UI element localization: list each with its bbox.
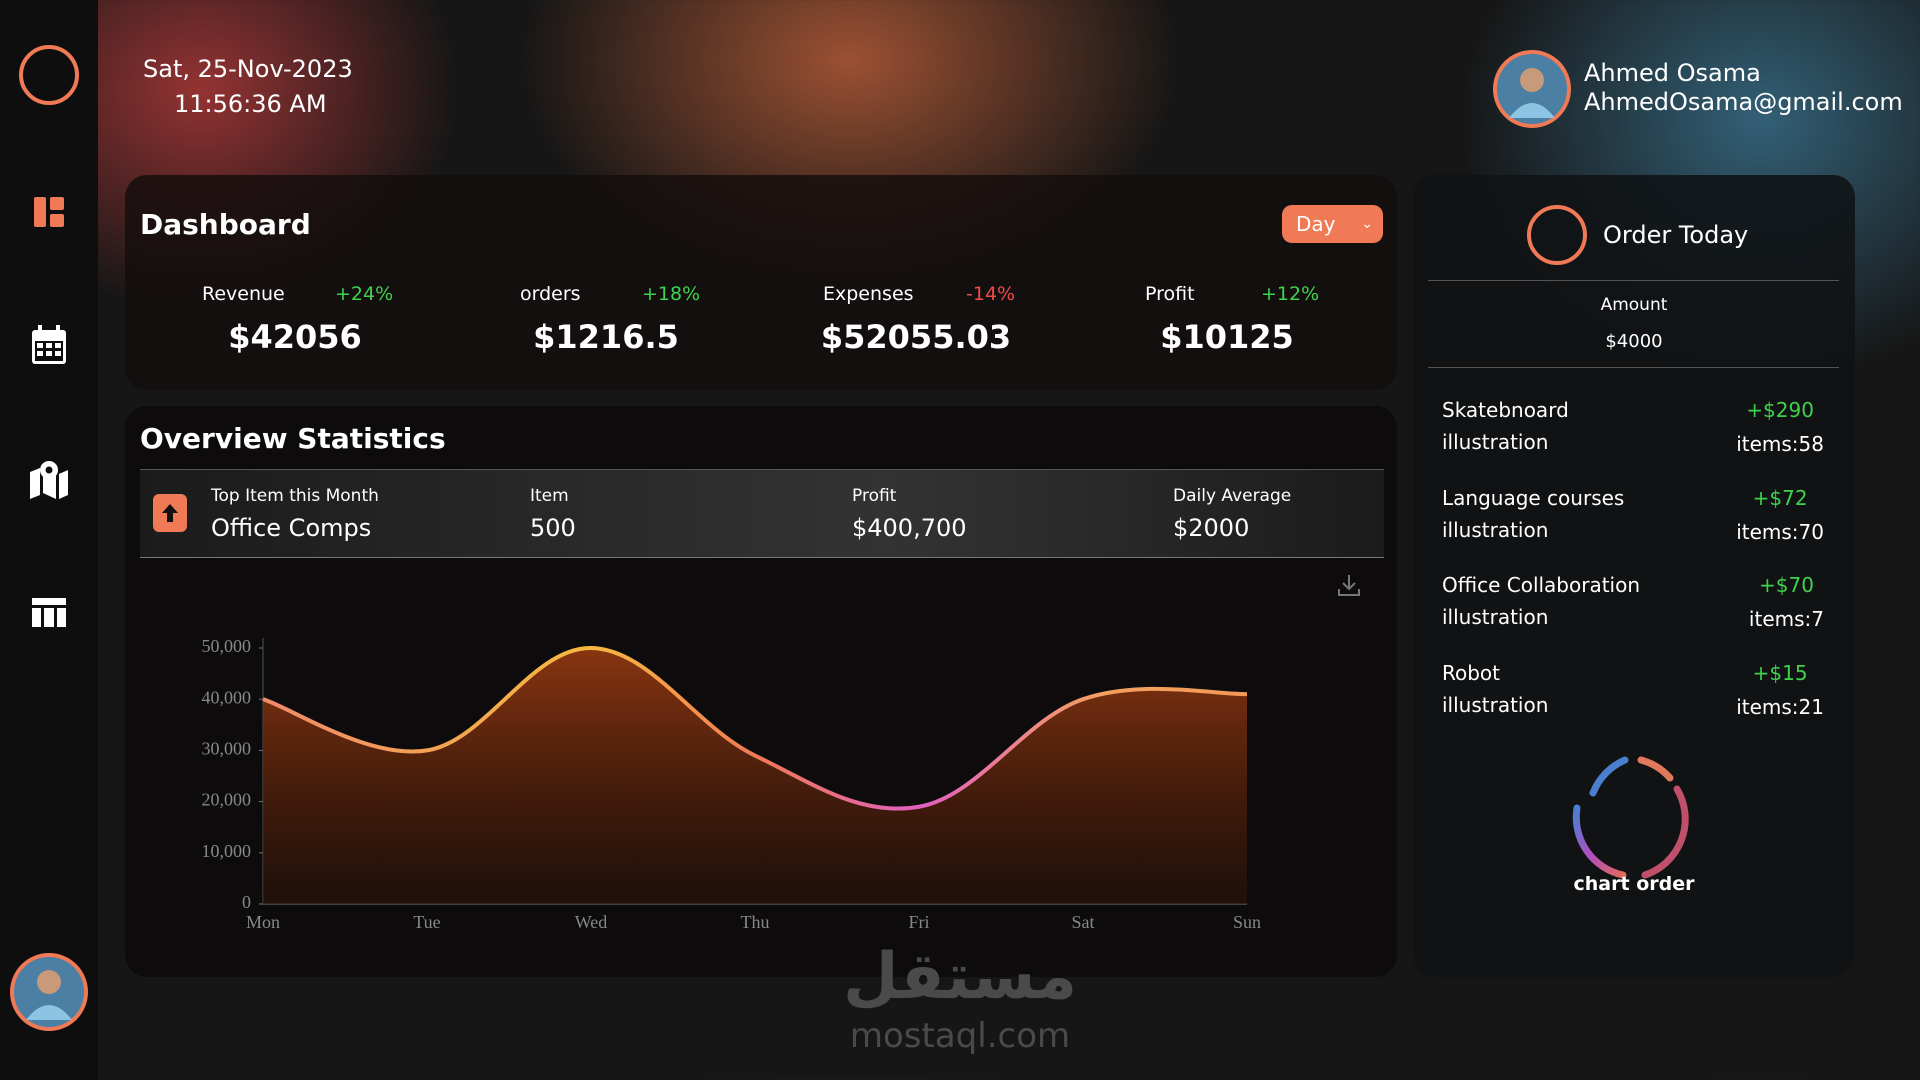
order-ring	[1527, 205, 1587, 265]
x-tick-label: Wed	[575, 912, 608, 932]
order-sub: illustration	[1442, 692, 1549, 717]
amount-label: Amount	[1600, 295, 1668, 315]
area	[263, 647, 1247, 904]
dropdown-arrow: ⌄	[1361, 216, 1373, 232]
stat-label: Expenses	[823, 283, 914, 305]
y-tick-label: 50,000	[202, 636, 252, 656]
dashboard-card: Dashboard Day ⌄ Revenue +24% $42056 orders +1…	[125, 175, 1397, 390]
order-right: +$290 items:58	[1736, 398, 1824, 456]
order-right: +$15 items:21	[1736, 661, 1824, 719]
user-avatar[interactable]	[1491, 48, 1573, 130]
divider	[1428, 280, 1839, 281]
user-email: AhmedOsama@gmail.com	[1584, 88, 1903, 116]
order-name: Office Collaboration	[1442, 573, 1641, 597]
user-name: Ahmed Osama	[1584, 59, 1761, 87]
order-name: Language courses	[1442, 485, 1625, 510]
order-count: items:21	[1736, 694, 1824, 719]
x-tick-label: Mon	[246, 912, 280, 932]
sidebar-avatar[interactable]	[10, 953, 88, 1031]
map-icon[interactable]	[30, 461, 68, 499]
order-count: items:7	[1748, 607, 1824, 631]
top-item-label: Top Item this Month	[211, 486, 379, 506]
order-sub: illustration	[1442, 517, 1549, 542]
line	[262, 645, 1248, 811]
order-card: Order Today Amount $4000 Skatebnoard illu…	[1413, 175, 1855, 977]
order-title: Order Today	[1603, 221, 1749, 249]
watermark-site: mostaql.com	[849, 1016, 1071, 1056]
stat-value: $42056	[228, 318, 362, 356]
y-tick-label: 10,000	[202, 841, 252, 861]
item-label: Item	[530, 486, 569, 506]
stat-value: $10125	[1160, 318, 1294, 356]
stat-value: $1216.5	[533, 318, 679, 356]
profit-label: Profit	[852, 486, 897, 506]
divider	[1428, 367, 1839, 368]
order-price: +$290	[1746, 398, 1814, 422]
order-price: +$70	[1758, 573, 1814, 597]
stat-value: $52055.03	[820, 318, 1012, 356]
x-tick-label: Sun	[1233, 912, 1261, 932]
x-tick-label: Thu	[741, 912, 770, 932]
stat-change: +12%	[1261, 283, 1320, 305]
date: Sat, 25-Nov-2023	[143, 55, 353, 83]
order-count: items:70	[1736, 519, 1824, 544]
x-tick-label: Tue	[413, 912, 440, 932]
item-value: 500	[530, 514, 576, 542]
profit-value: $400,700	[852, 514, 967, 542]
stat-label: Revenue	[202, 283, 285, 305]
order-name: Robot	[1442, 660, 1501, 685]
order-price: +$72	[1752, 485, 1808, 510]
top-item-icon	[153, 494, 187, 532]
calendar-icon[interactable]	[32, 325, 66, 364]
daily-value: $2000	[1173, 514, 1250, 542]
order-right: +$70 items:7	[1749, 573, 1824, 631]
y-tick-label: 0	[242, 892, 251, 912]
y-tick-label: 20,000	[202, 790, 252, 810]
overview-title: Overview Statistics	[140, 422, 446, 455]
watermark-arabic: مستقل	[842, 940, 1078, 1014]
sidebar-icons	[10, 45, 88, 1031]
period-select[interactable]: Day ⌄	[1282, 205, 1383, 243]
order-name: Skatebnoard	[1442, 398, 1569, 422]
period-value: Day	[1296, 212, 1336, 236]
stat-change: -14%	[966, 283, 1016, 305]
x-tick-label: Fri	[908, 912, 929, 932]
order-sub: illustration	[1442, 605, 1549, 629]
order-price: +$15	[1752, 660, 1808, 685]
y-tick-label: 30,000	[202, 739, 252, 759]
donut-chart	[1572, 756, 1689, 879]
order-right: +$72 items:70	[1736, 486, 1824, 544]
order-sub: illustration	[1442, 430, 1549, 454]
sidebar	[0, 0, 98, 1080]
daily-label: Daily Average	[1173, 486, 1292, 506]
logo-ring[interactable]	[19, 45, 79, 105]
top-item: Office Comps	[211, 514, 372, 542]
order-count: items:58	[1736, 432, 1824, 456]
dashboard-icon[interactable]	[34, 197, 64, 227]
x-tick-label: Sat	[1071, 912, 1094, 932]
stat-change: +24%	[335, 283, 394, 305]
download-icon[interactable]	[1336, 572, 1362, 598]
amount: $4000	[1605, 331, 1663, 352]
summary-strip	[140, 470, 1384, 557]
stat-change: +18%	[642, 283, 701, 305]
divider	[140, 557, 1384, 558]
stat-label: orders	[520, 283, 581, 305]
time: 11:56:36 AM	[174, 90, 327, 118]
table-icon[interactable]	[32, 598, 66, 627]
donut-label: chart order	[1573, 873, 1695, 895]
stat-label: Profit	[1145, 283, 1195, 305]
divider	[140, 469, 1384, 470]
y-tick-label: 40,000	[202, 687, 252, 707]
dashboard-title: Dashboard	[140, 208, 311, 241]
